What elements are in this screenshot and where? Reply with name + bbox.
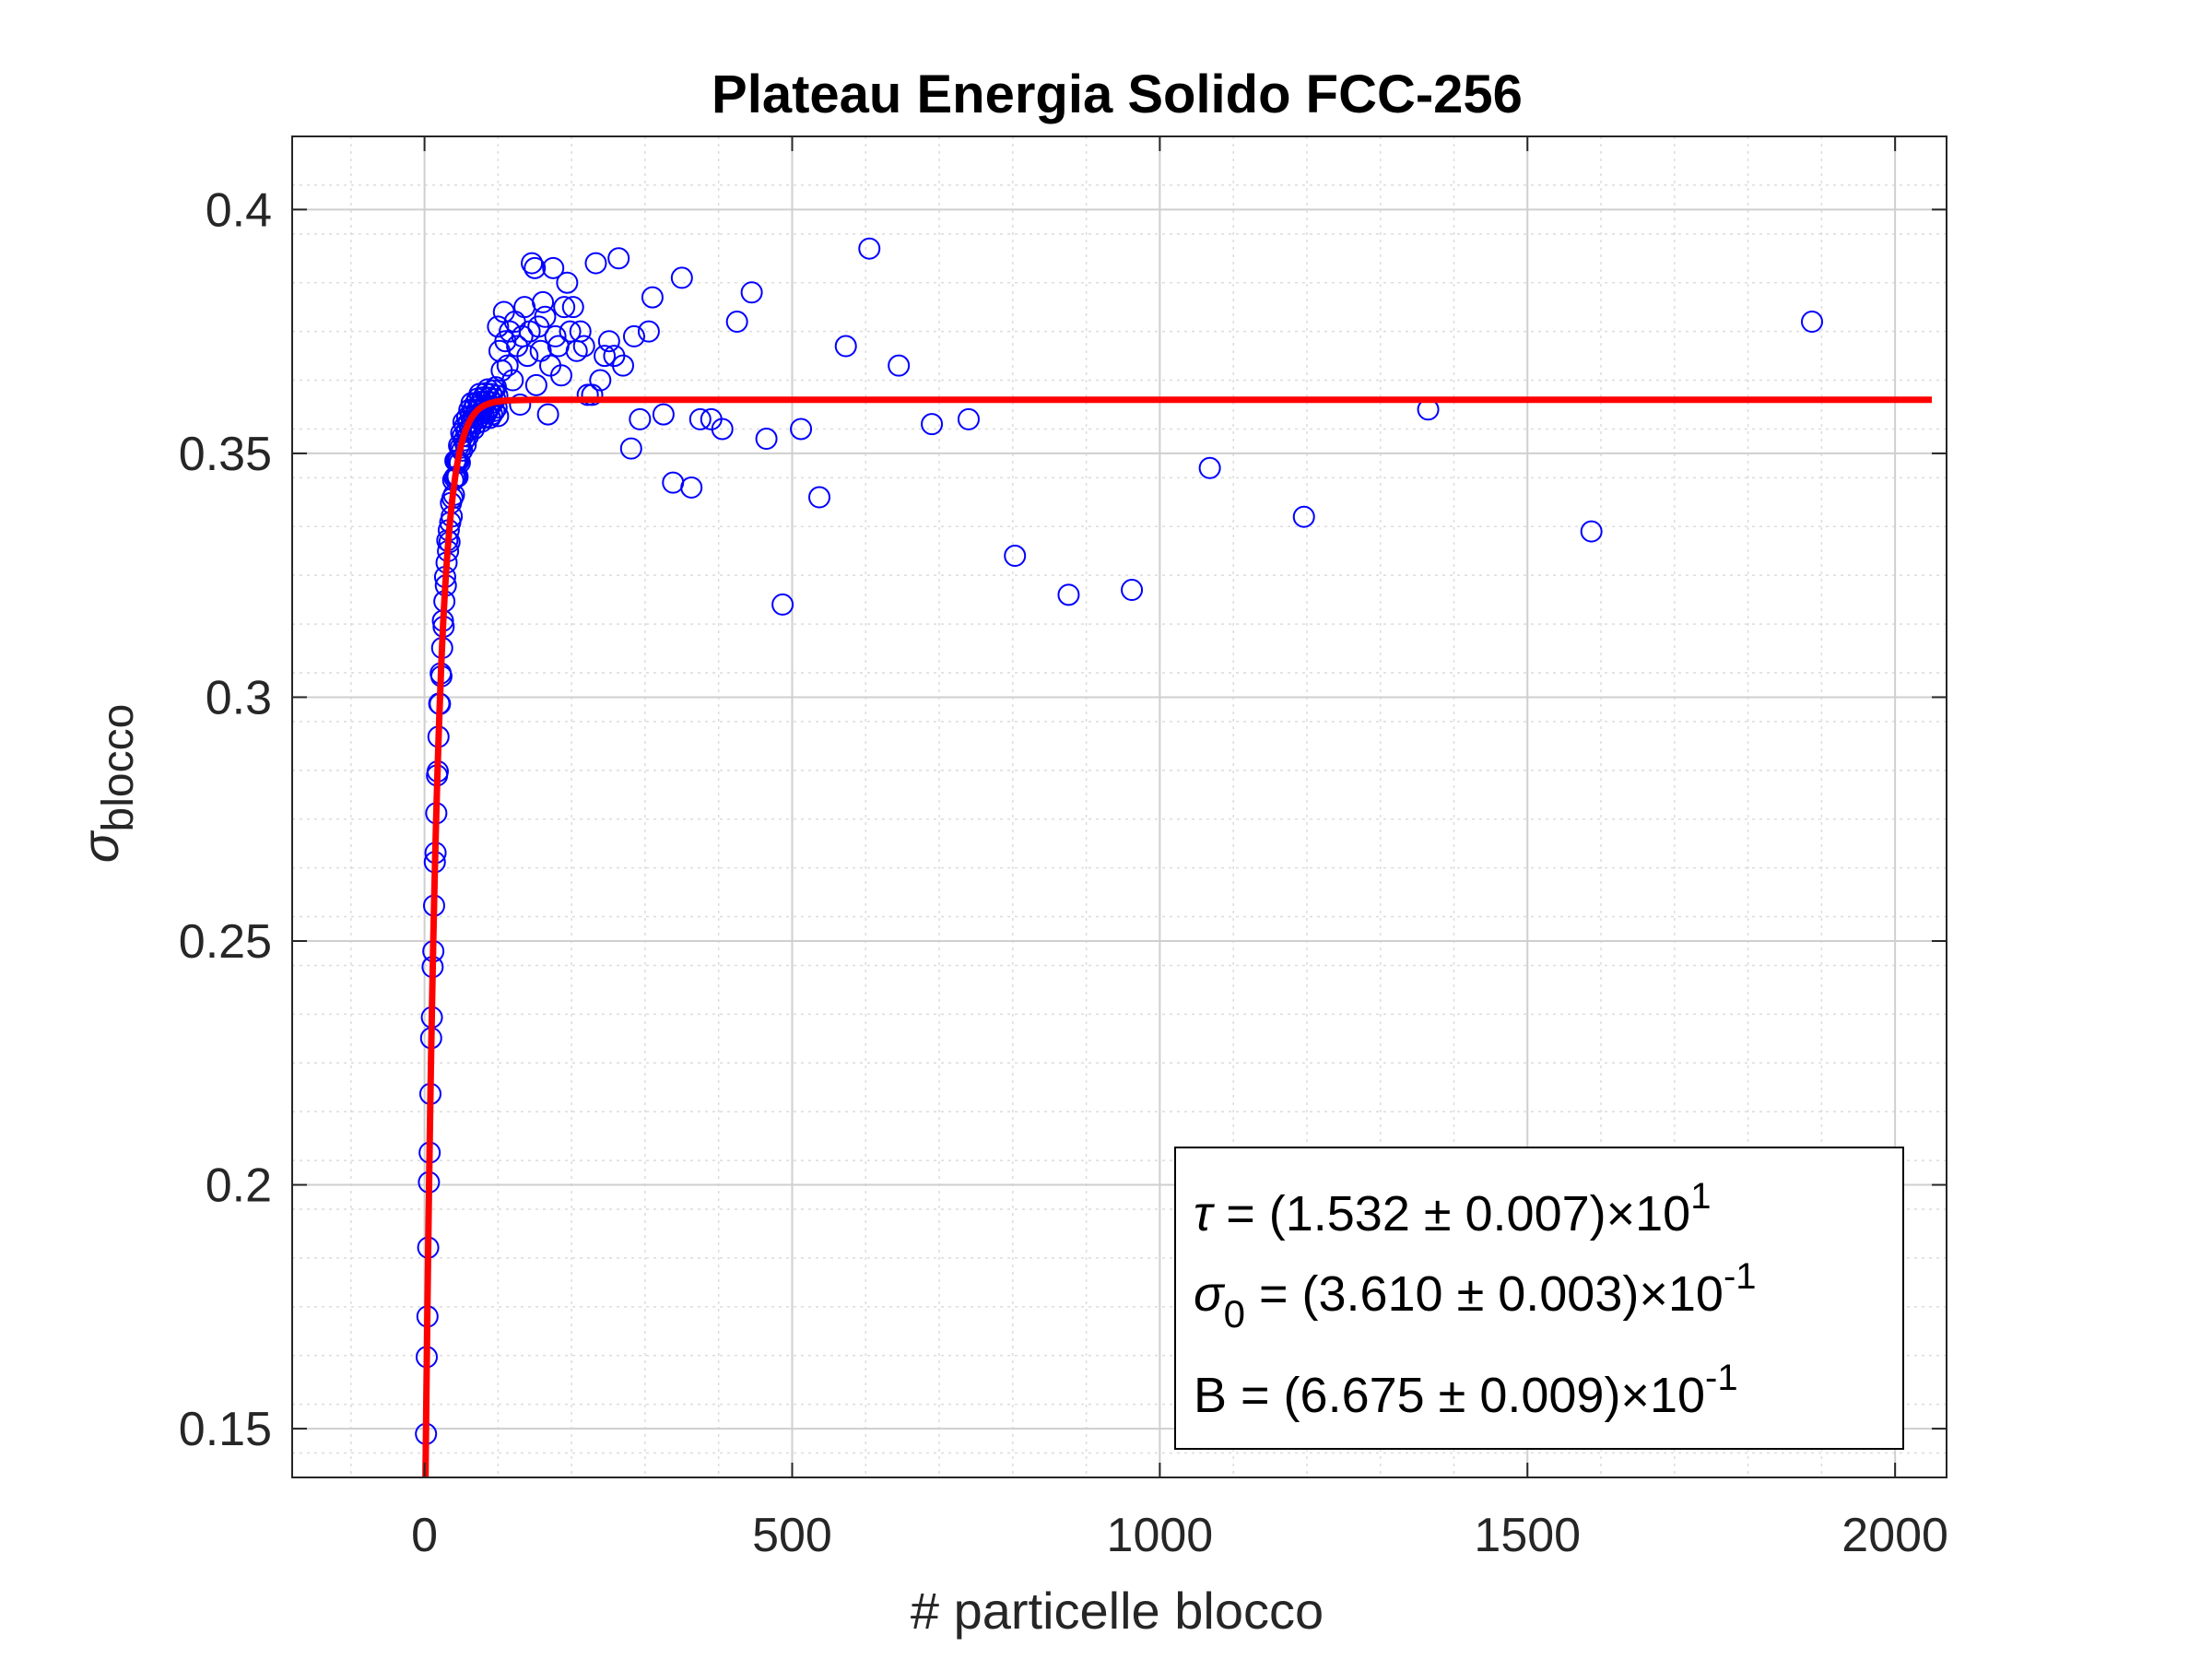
legend-line-tau: τ = (1.532 ± 0.007)×101 <box>1194 1176 1711 1241</box>
legend-sigma-exp: -1 <box>1724 1256 1757 1297</box>
data-point <box>619 437 642 460</box>
data-point <box>1121 579 1144 602</box>
x-tick-label: 0 <box>411 1509 438 1562</box>
plot-frame <box>291 135 1947 1478</box>
x-tick-label: 1000 <box>1107 1509 1214 1562</box>
y-axis-symbol: σ <box>71 830 129 863</box>
major-grid <box>292 136 1947 1477</box>
data-point <box>1801 311 1824 334</box>
data-point <box>496 354 519 377</box>
y-tick-labels: 0.15 0.2 0.25 0.3 0.35 0.4 <box>179 183 272 1456</box>
x-tick-label: 500 <box>752 1509 832 1562</box>
legend-box <box>1174 1147 1904 1450</box>
data-point <box>521 252 544 275</box>
data-point <box>561 296 584 319</box>
data-point <box>957 407 980 430</box>
data-point <box>487 405 510 428</box>
chart-title: Plateau Energia Solido FCC-256 <box>712 65 1523 124</box>
data-point <box>589 369 612 392</box>
data-point <box>670 266 693 289</box>
data-point <box>494 330 517 353</box>
data-point <box>622 324 645 347</box>
data-point <box>584 252 607 275</box>
y-tick-label: 0.15 <box>179 1403 272 1456</box>
y-tick-label: 0.3 <box>206 671 272 724</box>
data-point <box>569 320 592 343</box>
data-point <box>629 407 652 430</box>
data-point <box>536 403 559 426</box>
legend-sigma-symbol: σ <box>1194 1266 1226 1322</box>
data-point <box>594 345 617 368</box>
legend-line-sigma0: σ0 = (3.610 ± 0.003)×10-1 <box>1194 1256 1757 1335</box>
y-tick-label: 0.2 <box>206 1159 272 1213</box>
data-point <box>607 247 630 270</box>
data-point <box>688 407 712 430</box>
data-point <box>516 345 539 368</box>
data-point <box>549 364 572 387</box>
legend-b-exp: -1 <box>1705 1358 1738 1398</box>
data-point <box>725 311 748 334</box>
data-point <box>544 324 567 347</box>
data-point <box>680 476 703 499</box>
data-point <box>559 320 582 343</box>
data-point <box>1198 456 1221 479</box>
legend-sigma-text: = (3.610 ± 0.003)×10 <box>1245 1266 1724 1322</box>
y-tick-label: 0.4 <box>206 183 272 237</box>
x-axis-label: # particelle blocco <box>911 1582 1324 1640</box>
fit-line-group <box>422 396 1932 1477</box>
data-point <box>1292 505 1315 528</box>
data-point <box>501 369 524 392</box>
data-point <box>542 256 565 279</box>
data-point <box>612 354 634 377</box>
fit-line <box>422 396 1932 1477</box>
data-point <box>740 281 763 304</box>
data-point <box>711 418 734 441</box>
data-point <box>1057 583 1080 606</box>
data-point <box>771 593 794 616</box>
x-tick-labels: 0 500 1000 1500 2000 <box>411 1509 1948 1562</box>
data-point <box>572 335 595 358</box>
data-point <box>858 237 881 260</box>
y-tick-label: 0.35 <box>179 428 272 481</box>
data-point <box>790 418 813 441</box>
data-point <box>1580 520 1603 543</box>
data-point <box>597 330 620 353</box>
data-point <box>553 296 576 319</box>
legend-sigma-sub: 0 <box>1224 1292 1245 1335</box>
data-point <box>532 290 555 313</box>
data-point <box>524 256 547 279</box>
data-point <box>637 320 660 343</box>
y-axis-subscript: blocco <box>94 704 143 832</box>
data-point <box>524 373 547 396</box>
axis-ticks <box>292 136 1947 1477</box>
data-point <box>556 271 579 294</box>
data-point <box>487 315 510 338</box>
data-point <box>834 335 857 358</box>
legend-tau-text: = (1.532 ± 0.007)×10 <box>1212 1186 1690 1241</box>
legend-b-text: B = (6.675 ± 0.009)×10 <box>1194 1368 1705 1423</box>
data-point <box>509 394 532 416</box>
y-tick-label: 0.25 <box>179 915 272 969</box>
data-point <box>755 428 778 451</box>
data-point <box>808 486 831 509</box>
legend-line-b: B = (6.675 ± 0.009)×10-1 <box>1194 1358 1738 1423</box>
x-tick-label: 2000 <box>1841 1509 1948 1562</box>
y-axis-label: σblocco <box>71 704 143 864</box>
data-point <box>534 305 557 328</box>
data-point <box>888 354 911 377</box>
data-point <box>652 403 675 426</box>
legend: τ = (1.532 ± 0.007)×101 σ0 = (3.610 ± 0.… <box>1174 1147 1904 1450</box>
minor-grid <box>292 135 1947 1477</box>
legend-tau-exp: 1 <box>1690 1176 1711 1217</box>
data-point <box>641 286 664 309</box>
x-tick-label: 1500 <box>1474 1509 1581 1562</box>
legend-tau-symbol: τ <box>1194 1186 1215 1241</box>
data-point <box>1004 545 1027 568</box>
data-point <box>921 413 944 436</box>
